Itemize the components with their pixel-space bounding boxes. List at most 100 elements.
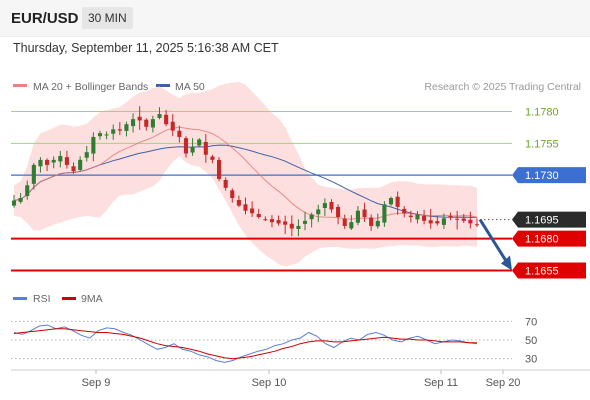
candle-body: [302, 220, 308, 224]
candle-body: [71, 166, 76, 172]
forecast-arrow-shaft: [478, 218, 509, 264]
candle-body: [164, 114, 169, 125]
candle-body: [448, 215, 453, 218]
header-bar: EUR/USD 30 MIN: [0, 0, 590, 37]
candle-body: [415, 214, 420, 220]
time-tick-label: Sep 11: [424, 377, 458, 389]
rsi-ma-line: [13, 328, 477, 360]
rsi-plot: 70 50 30: [11, 316, 537, 366]
candle-body: [256, 213, 261, 218]
candle-body: [283, 221, 288, 225]
candle-body: [422, 215, 427, 221]
price-tag-bg-1-1730: [512, 167, 586, 184]
candle-body: [157, 114, 162, 118]
ma50-legend-swatch: [156, 84, 170, 87]
candle-body: [382, 204, 387, 223]
candle-body: [296, 225, 301, 229]
bollinger-band-area: [14, 81, 477, 267]
candle-body: [408, 215, 413, 218]
candle-body: [18, 197, 23, 202]
forecast-arrow-head: [501, 255, 512, 271]
timestamp-label: Thursday, September 11, 2025 5:16:38 AM …: [13, 41, 279, 55]
price-tag-label-1-1655: 1.1655: [525, 265, 559, 277]
candle-body: [402, 208, 407, 214]
candle-body: [91, 136, 96, 154]
rsi-tick-30: 30: [525, 354, 537, 366]
candle-body: [263, 219, 268, 221]
ma20-legend-swatch: [13, 84, 27, 87]
candle-body: [388, 197, 394, 205]
candle-body: [58, 156, 63, 162]
candle-body: [309, 214, 314, 220]
rsi-tick-50: 50: [525, 335, 537, 347]
price-plot: 1.1780 1.1755 1.1730 1.1695 1.1680 1.1655: [11, 81, 586, 279]
candle-body: [111, 129, 116, 134]
candle-body: [11, 200, 17, 206]
candle-body: [250, 208, 255, 214]
candle-body: [269, 219, 275, 223]
candle-body: [455, 218, 460, 220]
candle-body: [474, 224, 480, 226]
price-tag-label-1-1695: 1.1695: [525, 215, 559, 227]
candle-body: [38, 159, 43, 167]
price-tag-bg-1-1655: [512, 262, 586, 279]
candle-body: [276, 220, 281, 224]
time-axis: Sep 9 Sep 10 Sep 11 Sep 20: [82, 370, 521, 389]
price-tag-bg-1-1680: [512, 230, 586, 247]
candle-body: [395, 196, 400, 207]
copyright-text: Research © 2025 Trading Central: [424, 81, 581, 93]
candle-body: [203, 141, 208, 155]
candle-body: [322, 203, 327, 209]
candle-body: [441, 218, 446, 225]
time-tick-label: Sep 10: [252, 377, 287, 389]
candle-body: [329, 201, 334, 210]
candle-body: [336, 206, 341, 218]
candle-body: [355, 210, 360, 223]
candle-body: [137, 116, 142, 121]
ma50-legend-label: MA 50: [175, 81, 205, 93]
candle-body: [190, 147, 195, 153]
candle-body: [64, 157, 69, 165]
candle-body: [210, 156, 215, 160]
candle-body: [150, 119, 155, 128]
candle-body: [170, 121, 175, 131]
candle-body: [97, 133, 103, 137]
level-label-1-1755: 1.1755: [525, 138, 559, 150]
time-tick-label: Sep 20: [486, 377, 521, 389]
candle-body: [428, 220, 433, 224]
candle-body: [25, 185, 30, 197]
candle-body: [216, 159, 222, 179]
price-tag-label-1-1730: 1.1730: [525, 170, 559, 182]
ma20-legend-label: MA 20 + Bollinger Bands: [33, 81, 148, 93]
candle-body: [84, 152, 89, 158]
candle-body: [31, 164, 36, 184]
candle-body: [144, 119, 149, 127]
candle-body: [468, 219, 473, 224]
candle-body: [177, 130, 182, 137]
candle-body: [223, 179, 228, 188]
candle-body: [131, 119, 136, 127]
rsi-ma-legend-label: 9MA: [81, 293, 103, 305]
symbol-title: EUR/USD: [11, 10, 79, 27]
price-tag-bg-1-1695: [512, 211, 586, 228]
timeframe-button[interactable]: 30 MIN: [82, 7, 133, 29]
candle-body: [435, 221, 440, 224]
ma20-line: [13, 126, 478, 220]
candle-body: [78, 159, 83, 170]
rsi-line: [13, 324, 478, 363]
time-tick-label: Sep 9: [82, 377, 111, 389]
price-tag-label-1-1680: 1.1680: [525, 234, 559, 246]
candle-body: [461, 218, 466, 221]
candle-body: [316, 209, 321, 215]
candle-body: [349, 222, 354, 229]
rsi-legend-swatch: [13, 297, 27, 300]
rsi-tick-70: 70: [525, 316, 537, 328]
candle-body: [51, 159, 56, 163]
candle-body: [289, 223, 294, 229]
candle-body: [342, 218, 347, 226]
candle-body: [124, 124, 129, 131]
candle-body: [45, 159, 50, 165]
candle-body: [362, 209, 367, 218]
candle-body: [243, 204, 248, 211]
